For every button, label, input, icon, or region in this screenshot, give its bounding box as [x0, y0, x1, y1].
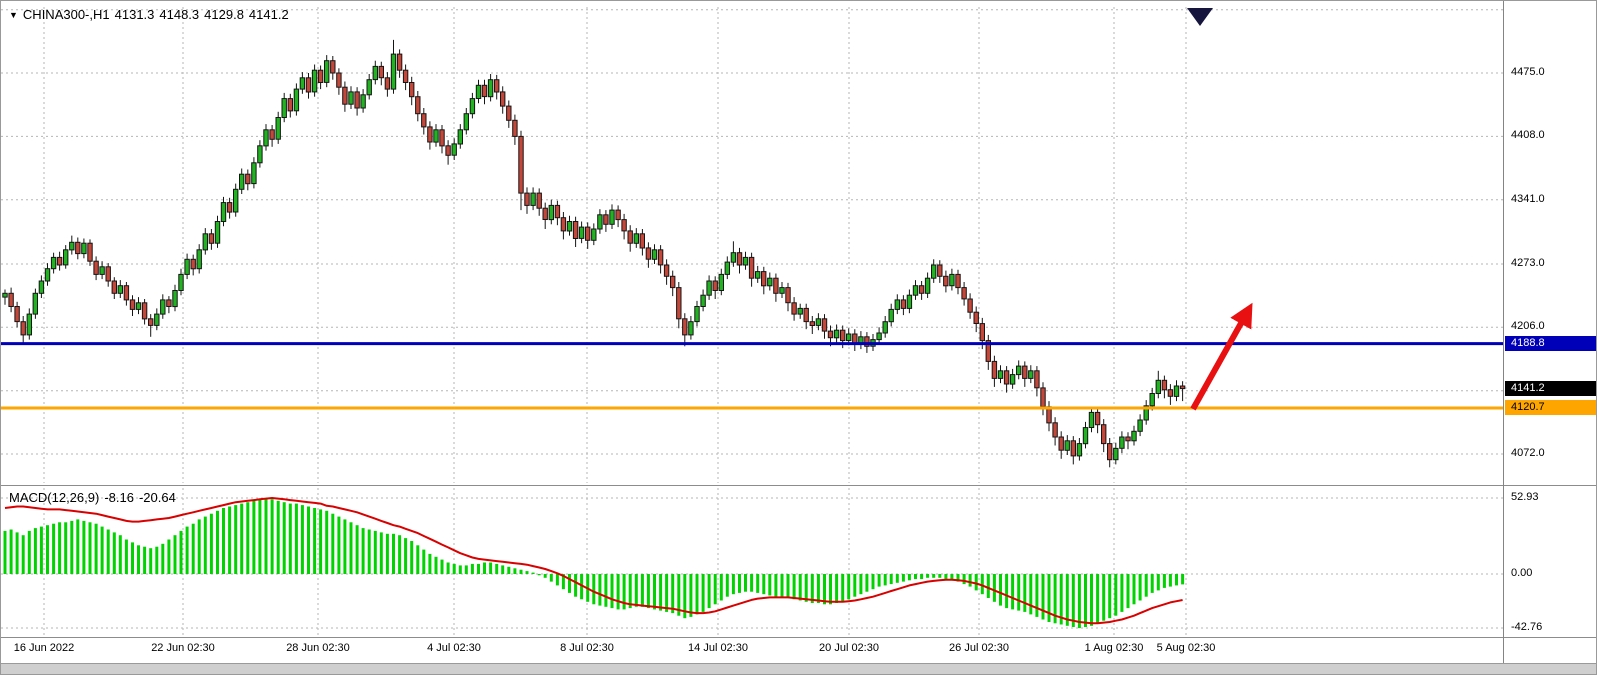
chart-shift-marker[interactable] [1187, 8, 1213, 26]
price-level-badge-resistance: 4188.8 [1505, 335, 1596, 351]
ohlc-open: 4131.3 [114, 7, 155, 22]
price-tick-label: 4475.0 [1511, 66, 1545, 79]
time-scale[interactable]: 16 Jun 2022 22 Jun 02:30 28 Jun 02:30 4 Jul… [1, 639, 1503, 663]
time-tick-label: 14 Jul 02:30 [688, 642, 748, 654]
macd-tick-label: 0.00 [1511, 567, 1533, 579]
time-tick-label: 16 Jun 2022 [13, 642, 75, 654]
indicator-name: MACD(12,26,9) [9, 490, 100, 505]
ohlc-close: 4141.2 [248, 7, 289, 22]
time-tick-label: 26 Jul 02:30 [949, 642, 1009, 654]
price-tick-label: 4072.0 [1511, 447, 1545, 460]
window-bottom-edge [1, 663, 1596, 674]
symbol-marker-icon: ▼ [9, 10, 18, 20]
trend-arrow-annotation[interactable] [1190, 302, 1253, 411]
price-tick-label: 4341.0 [1511, 192, 1545, 205]
macd-tick-label: -42.76 [1511, 621, 1543, 633]
price-tick-label: 4273.0 [1511, 257, 1545, 269]
time-tick-label: 28 Jun 02:30 [286, 642, 350, 654]
price-level-badge-current-price: 4141.2 [1505, 380, 1596, 396]
macd-signal-line [4, 497, 1183, 625]
time-tick-label: 1 Aug 02:30 [1084, 642, 1144, 654]
macd-histogram [3, 498, 1185, 629]
price-level-badge-support: 4120.7 [1505, 399, 1596, 415]
ohlc-high: 4148.3 [159, 7, 200, 22]
macd-value: -8.16 [104, 490, 134, 505]
price-tick-label: 4408.0 [1511, 129, 1545, 142]
chart-symbol-header: ▼ CHINA300-,H1 4131.3 4148.3 4129.8 4141.2 [9, 7, 294, 22]
macd-signal-value: -20.64 [138, 490, 176, 505]
price-tick-label: 4206.0 [1511, 320, 1545, 333]
grid-lines [1, 7, 1503, 636]
candlestick-series [2, 39, 1186, 468]
price-scale[interactable]: 4475.0 4408.0 4341.0 4273.0 4206.0 4072.0 52.9… [1503, 1, 1596, 663]
symbol-name: CHINA300-,H1 [22, 7, 110, 22]
macd-indicator-header: MACD(12,26,9) -8.16 -20.64 [9, 490, 181, 505]
time-tick-label: 20 Jul 02:30 [819, 642, 879, 654]
macd-tick-label: 52.93 [1511, 491, 1539, 503]
time-tick-label: 5 Aug 02:30 [1156, 642, 1216, 654]
time-tick-label: 22 Jun 02:30 [151, 642, 215, 654]
ohlc-low: 4129.8 [204, 7, 244, 22]
time-tick-label: 4 Jul 02:30 [427, 642, 481, 654]
time-tick-label: 8 Jul 02:30 [560, 642, 614, 654]
